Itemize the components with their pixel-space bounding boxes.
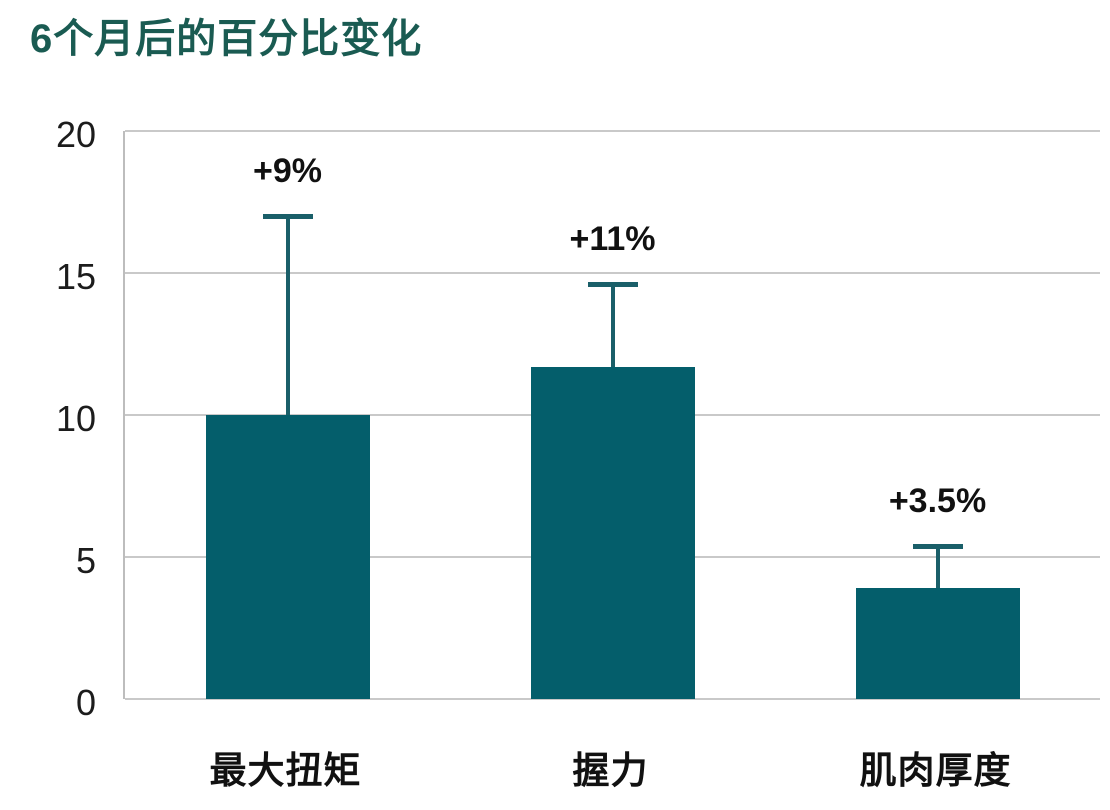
x-tick-label: 肌肉厚度 <box>859 750 1012 791</box>
grid-line <box>125 698 1100 700</box>
plot-area: +9% +11% +3.5% <box>123 130 1100 700</box>
error-whisker <box>935 545 940 589</box>
grid-line <box>125 130 1100 132</box>
y-tick-label: 20 <box>55 114 96 155</box>
bar-value-label: +3.5% <box>888 481 987 520</box>
y-tick-label: 10 <box>55 398 96 439</box>
error-whisker <box>610 284 615 367</box>
y-tick-label: 5 <box>75 540 96 581</box>
bar <box>855 588 1020 699</box>
error-cap <box>262 214 313 220</box>
bar <box>530 366 695 699</box>
bar-value-label: +9% <box>253 152 322 191</box>
bar-value-label: +11% <box>569 220 656 259</box>
error-whisker <box>285 216 290 415</box>
grid-line <box>125 272 1100 274</box>
x-tick-label: 握力 <box>572 750 649 791</box>
bar <box>205 415 370 699</box>
y-tick-label: 15 <box>55 256 96 297</box>
y-tick-label: 0 <box>75 682 96 723</box>
error-cap <box>912 543 963 549</box>
x-tick-label: 最大扭矩 <box>209 750 362 791</box>
chart-title: 6个月后的百分比变化 <box>30 17 423 61</box>
error-cap <box>587 282 638 288</box>
